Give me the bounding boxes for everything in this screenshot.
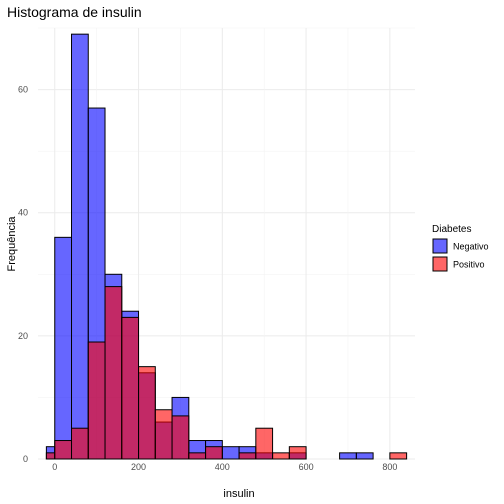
bar-positivo <box>71 427 89 460</box>
bar-positivo <box>272 452 290 460</box>
legend-key-positivo <box>432 256 448 272</box>
bar-positivo <box>138 366 156 460</box>
legend: Diabetes Negativo Positivo <box>432 224 489 272</box>
y-tick-label: 20 <box>18 331 28 341</box>
bar-positivo <box>389 452 408 460</box>
bar-positivo <box>154 409 173 460</box>
x-tick-label: 800 <box>382 462 397 472</box>
y-tick-label: 40 <box>18 208 28 218</box>
x-axis-title: insulin <box>223 488 254 500</box>
x-axis-ticks: 0 200 400 600 800 <box>52 462 397 472</box>
bar-positivo <box>255 427 274 460</box>
legend-title: Diabetes <box>432 224 471 235</box>
y-tick-label: 60 <box>18 85 28 95</box>
bar-positivo <box>238 452 257 460</box>
bar-positivo <box>45 452 56 460</box>
y-tick-label: 0 <box>23 454 28 464</box>
x-tick-label: 400 <box>215 462 230 472</box>
bar-negativo <box>339 452 357 460</box>
x-tick-label: 600 <box>299 462 314 472</box>
bar-positivo <box>54 440 73 460</box>
bar-positivo <box>171 415 190 460</box>
bar-positivo <box>121 316 140 460</box>
x-tick-label: 200 <box>131 462 146 472</box>
bar-negativo <box>71 33 89 460</box>
bar-positivo <box>104 286 123 460</box>
legend-label: Negativo <box>453 242 489 252</box>
bar-negativo <box>221 446 240 460</box>
legend-label: Positivo <box>453 260 485 270</box>
bar-positivo <box>188 452 207 460</box>
x-tick-label: 0 <box>52 462 57 472</box>
bar-positivo <box>288 446 307 460</box>
bar-negativo <box>54 236 73 460</box>
y-axis-ticks: 0 20 40 60 <box>18 85 28 464</box>
chart-title: Histograma de insulin <box>7 4 142 20</box>
legend-key-negativo <box>432 238 448 254</box>
y-axis-title: Frequência <box>6 216 18 272</box>
histogram-bars <box>45 33 408 460</box>
bar-positivo <box>87 341 106 460</box>
bar-positivo <box>205 446 223 460</box>
bar-negativo <box>355 452 374 460</box>
